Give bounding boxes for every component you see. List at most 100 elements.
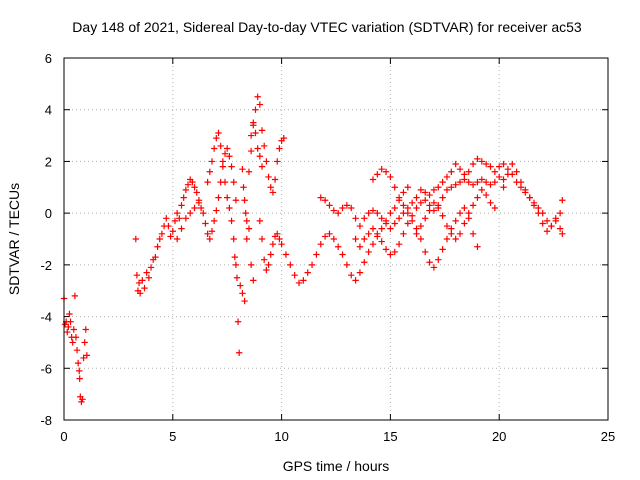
data-point — [452, 160, 459, 168]
data-point — [274, 158, 281, 165]
data-point — [202, 220, 209, 227]
data-point — [482, 160, 490, 168]
chart-title: Day 148 of 2021, Sidereal Day-to-day VTE… — [72, 19, 582, 35]
data-point — [233, 274, 241, 281]
data-point — [239, 290, 246, 297]
data-point — [260, 142, 268, 150]
data-point — [387, 209, 394, 217]
data-point — [400, 202, 407, 209]
data-point — [158, 230, 166, 238]
data-point — [361, 215, 368, 222]
data-point — [326, 230, 333, 238]
data-point — [141, 284, 148, 292]
data-point — [556, 209, 564, 217]
data-point — [404, 220, 412, 227]
data-point — [304, 269, 311, 276]
y-tick-label: 6 — [45, 51, 52, 66]
data-point — [439, 178, 446, 186]
data-point — [400, 230, 407, 238]
data-point — [147, 264, 155, 271]
data-point — [132, 235, 140, 243]
y-tick-label: 4 — [45, 103, 52, 118]
data-point — [361, 235, 368, 243]
data-point — [482, 191, 490, 199]
data-point — [417, 235, 425, 243]
data-point — [215, 194, 222, 201]
data-point — [169, 228, 176, 235]
data-point — [235, 349, 243, 356]
data-point — [260, 256, 268, 263]
data-point — [559, 197, 566, 204]
data-point — [252, 106, 259, 113]
data-point — [443, 222, 451, 230]
data-point — [247, 132, 255, 139]
data-point — [500, 176, 507, 183]
y-tick-label: 0 — [45, 206, 52, 221]
data-point — [474, 194, 481, 201]
data-point — [241, 197, 248, 204]
data-point — [267, 184, 274, 191]
data-point — [256, 153, 264, 160]
data-point — [80, 354, 87, 362]
data-point — [548, 222, 555, 230]
data-point — [145, 274, 153, 281]
data-point — [154, 243, 161, 250]
data-point — [224, 194, 231, 201]
data-point — [491, 178, 499, 186]
data-point — [439, 194, 446, 201]
data-point — [395, 240, 403, 248]
data-point — [271, 176, 279, 183]
data-point — [465, 178, 472, 186]
data-point — [378, 165, 385, 173]
data-point — [374, 171, 381, 178]
data-point — [430, 264, 438, 271]
data-point — [374, 209, 381, 217]
data-point — [82, 326, 89, 333]
data-point — [64, 328, 71, 336]
data-point — [382, 168, 390, 175]
data-point — [500, 160, 507, 168]
data-point — [282, 251, 290, 258]
data-point — [321, 233, 329, 240]
data-point — [178, 202, 185, 209]
data-point — [178, 225, 185, 232]
data-point — [391, 248, 398, 256]
data-point — [167, 233, 174, 240]
data-point — [208, 158, 216, 165]
data-point — [182, 186, 190, 194]
data-point — [369, 207, 377, 214]
data-point — [435, 256, 442, 263]
data-point — [278, 240, 285, 248]
data-point — [321, 197, 329, 204]
data-point — [276, 235, 283, 243]
data-point — [135, 279, 143, 287]
data-point — [269, 189, 277, 196]
y-tick-labels: -8 -6 -4 -2 0 2 4 6 — [40, 51, 52, 428]
data-point — [67, 318, 74, 325]
data-point — [250, 277, 257, 284]
data-point — [448, 184, 455, 191]
x-tick-label: 10 — [274, 429, 288, 444]
data-point — [517, 178, 525, 186]
data-point — [378, 215, 385, 222]
data-point — [461, 204, 468, 212]
data-point — [422, 189, 429, 196]
data-point — [339, 251, 346, 258]
x-tick-label: 25 — [601, 429, 615, 444]
data-point — [243, 235, 250, 243]
data-point — [69, 339, 76, 346]
data-point — [76, 367, 83, 375]
data-point — [76, 375, 83, 382]
data-point — [215, 129, 222, 137]
data-point — [456, 230, 464, 238]
data-point — [221, 150, 229, 157]
data-point — [526, 194, 533, 201]
data-point — [254, 93, 261, 100]
data-point — [391, 184, 398, 191]
data-point — [139, 277, 146, 284]
data-point — [173, 235, 181, 243]
data-point — [491, 204, 499, 212]
data-point — [241, 297, 248, 305]
data-point — [295, 279, 303, 287]
